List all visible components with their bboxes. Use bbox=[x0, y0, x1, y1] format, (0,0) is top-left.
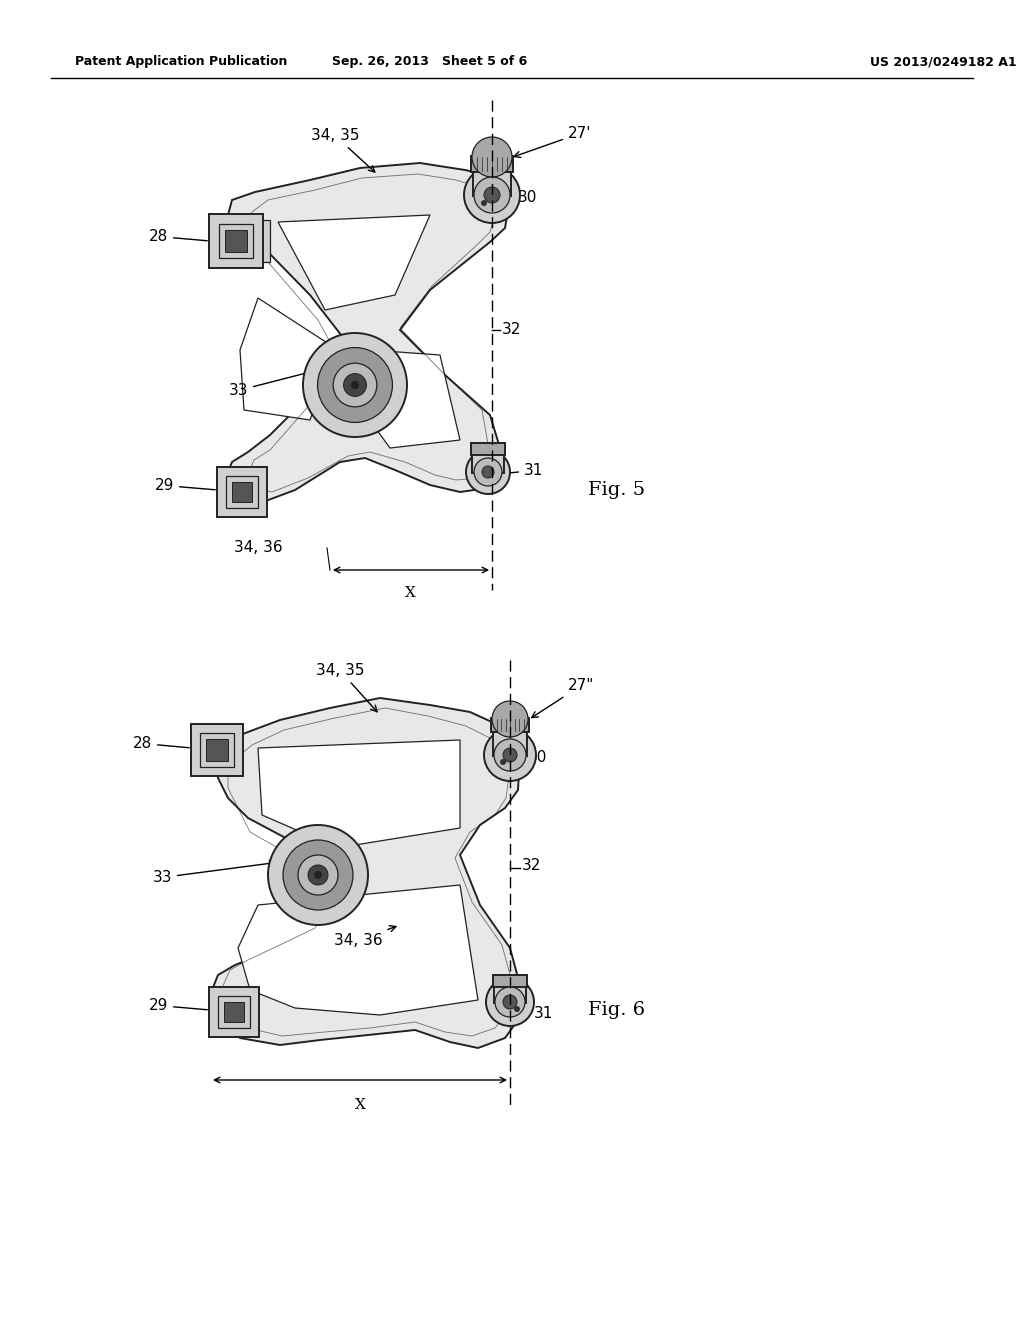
FancyBboxPatch shape bbox=[225, 230, 247, 252]
Text: 29: 29 bbox=[155, 478, 215, 492]
Text: X: X bbox=[404, 586, 416, 601]
Circle shape bbox=[482, 466, 494, 478]
FancyBboxPatch shape bbox=[218, 997, 250, 1028]
Circle shape bbox=[351, 381, 359, 389]
Circle shape bbox=[344, 374, 367, 396]
Circle shape bbox=[503, 995, 517, 1008]
Polygon shape bbox=[258, 741, 460, 845]
Polygon shape bbox=[240, 298, 335, 420]
Circle shape bbox=[283, 840, 353, 909]
Text: 27': 27' bbox=[514, 125, 592, 157]
Text: 31: 31 bbox=[493, 463, 544, 478]
FancyBboxPatch shape bbox=[472, 449, 504, 473]
Circle shape bbox=[474, 177, 510, 213]
Polygon shape bbox=[225, 162, 510, 506]
Text: 33: 33 bbox=[153, 861, 275, 884]
FancyBboxPatch shape bbox=[200, 733, 234, 767]
Circle shape bbox=[481, 201, 487, 206]
Circle shape bbox=[492, 701, 528, 737]
FancyBboxPatch shape bbox=[191, 723, 243, 776]
Circle shape bbox=[317, 347, 392, 422]
Circle shape bbox=[514, 1006, 520, 1012]
Text: 29: 29 bbox=[148, 998, 207, 1012]
Text: 28: 28 bbox=[148, 228, 207, 244]
Circle shape bbox=[314, 871, 322, 879]
Text: 32: 32 bbox=[502, 322, 521, 338]
Polygon shape bbox=[210, 698, 520, 1048]
FancyBboxPatch shape bbox=[471, 444, 505, 455]
Text: X: X bbox=[354, 1098, 366, 1111]
Polygon shape bbox=[262, 220, 270, 261]
Text: 27": 27" bbox=[531, 678, 594, 718]
FancyBboxPatch shape bbox=[493, 726, 527, 756]
Text: US 2013/0249182 A1: US 2013/0249182 A1 bbox=[870, 55, 1017, 69]
Circle shape bbox=[308, 865, 328, 884]
Circle shape bbox=[484, 187, 500, 203]
Circle shape bbox=[495, 987, 525, 1016]
Circle shape bbox=[472, 137, 512, 177]
FancyBboxPatch shape bbox=[232, 482, 252, 502]
FancyBboxPatch shape bbox=[226, 477, 258, 508]
Circle shape bbox=[500, 759, 506, 766]
Text: 32: 32 bbox=[522, 858, 542, 873]
FancyBboxPatch shape bbox=[224, 1002, 244, 1022]
FancyBboxPatch shape bbox=[494, 981, 526, 1003]
FancyBboxPatch shape bbox=[219, 224, 253, 257]
Circle shape bbox=[494, 739, 526, 771]
Text: 34, 36: 34, 36 bbox=[334, 925, 396, 948]
FancyBboxPatch shape bbox=[490, 718, 529, 733]
FancyBboxPatch shape bbox=[493, 975, 527, 987]
FancyBboxPatch shape bbox=[473, 164, 511, 195]
Polygon shape bbox=[238, 884, 478, 1015]
Circle shape bbox=[486, 978, 534, 1026]
Circle shape bbox=[268, 825, 368, 925]
Circle shape bbox=[474, 458, 502, 486]
Polygon shape bbox=[355, 350, 460, 447]
Text: 33: 33 bbox=[228, 370, 313, 399]
FancyBboxPatch shape bbox=[217, 467, 267, 517]
Circle shape bbox=[298, 855, 338, 895]
Text: 34, 35: 34, 35 bbox=[315, 663, 377, 711]
Text: Fig. 5: Fig. 5 bbox=[588, 480, 645, 499]
Polygon shape bbox=[278, 215, 430, 310]
Text: 30: 30 bbox=[528, 751, 548, 766]
Circle shape bbox=[464, 168, 520, 223]
Text: 30: 30 bbox=[518, 190, 538, 206]
Circle shape bbox=[466, 450, 510, 494]
FancyBboxPatch shape bbox=[209, 214, 263, 268]
Circle shape bbox=[484, 729, 536, 781]
FancyBboxPatch shape bbox=[206, 739, 228, 762]
Text: 34, 36: 34, 36 bbox=[234, 540, 283, 556]
Circle shape bbox=[303, 333, 407, 437]
Circle shape bbox=[333, 363, 377, 407]
Text: Fig. 6: Fig. 6 bbox=[588, 1001, 645, 1019]
Text: 31: 31 bbox=[514, 1006, 553, 1020]
Text: Patent Application Publication: Patent Application Publication bbox=[75, 55, 288, 69]
Circle shape bbox=[503, 748, 517, 762]
Text: 28: 28 bbox=[133, 737, 189, 751]
FancyBboxPatch shape bbox=[209, 987, 259, 1038]
Text: Sep. 26, 2013   Sheet 5 of 6: Sep. 26, 2013 Sheet 5 of 6 bbox=[333, 55, 527, 69]
FancyBboxPatch shape bbox=[471, 156, 513, 172]
Text: 34, 35: 34, 35 bbox=[310, 128, 375, 172]
